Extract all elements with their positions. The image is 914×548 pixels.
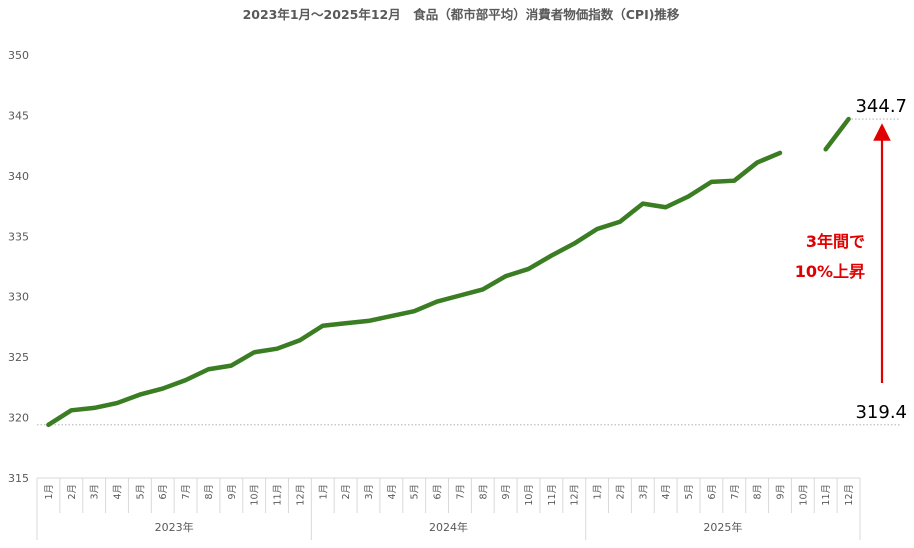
x-tick-label: 5月 <box>410 484 421 500</box>
x-tick-label: 6月 <box>158 484 169 500</box>
x-tick-label: 8月 <box>204 484 215 500</box>
x-tick-label: 8月 <box>753 484 764 500</box>
x-tick-label: 6月 <box>433 484 444 500</box>
x-tick-label: 10月 <box>798 484 809 506</box>
reference-value-label: 319.4 <box>855 402 907 423</box>
x-tick-label: 4月 <box>661 484 672 500</box>
x-tick-label: 3月 <box>364 484 375 500</box>
y-axis: 315 320 325 330 335 340 345 350 <box>8 49 29 485</box>
x-tick-label: 9月 <box>501 484 512 500</box>
x-tick-label: 2月 <box>341 484 352 500</box>
x-tick-label: 12月 <box>844 484 855 506</box>
y-tick-label: 350 <box>8 49 29 62</box>
x-axis: 1月 2月 3月 4月 5月 6月 7月 8月 9月 10月 11月 12月 1月 2月 3月 4月 5月 6月 7… <box>36 477 861 540</box>
series-line <box>46 150 783 428</box>
y-tick-label: 340 <box>8 170 29 183</box>
year-label: 2024年 <box>429 520 468 534</box>
x-tick-label: 4月 <box>113 484 124 500</box>
x-tick-label: 10月 <box>524 484 535 506</box>
x-tick-label: 3月 <box>638 484 649 500</box>
x-tick-label: 7月 <box>181 484 192 500</box>
x-tick-label: 8月 <box>478 484 489 500</box>
x-tick-label: 2月 <box>615 484 626 500</box>
annotation-line-1: 3年間で <box>806 232 865 251</box>
chart-title: 2023年1月～2025年12月 食品（都市部平均）消費者物価指数（CPI)推移 <box>243 7 680 22</box>
x-tick-label: 6月 <box>707 484 718 500</box>
x-tick-label: 1月 <box>318 484 329 500</box>
x-tick-label: 11月 <box>547 484 558 506</box>
y-tick-label: 320 <box>8 412 29 425</box>
x-tick-label: 11月 <box>821 484 832 506</box>
x-tick-label: 4月 <box>387 484 398 500</box>
x-tick-label: 3月 <box>90 484 101 500</box>
x-tick-label: 10月 <box>250 484 261 506</box>
x-tick-label: 7月 <box>455 484 466 500</box>
x-tick-label: 5月 <box>684 484 695 500</box>
series-line <box>823 116 851 152</box>
x-tick-label: 9月 <box>775 484 786 500</box>
y-tick-label: 330 <box>8 291 29 304</box>
x-tick-label: 7月 <box>730 484 741 500</box>
annotation-line-2: 10%上昇 <box>795 262 865 281</box>
y-tick-label: 325 <box>8 351 29 364</box>
year-label: 2025年 <box>703 520 742 534</box>
y-tick-label: 345 <box>8 109 29 122</box>
x-tick-label: 2月 <box>67 484 78 500</box>
year-label: 2023年 <box>155 520 194 534</box>
x-tick-label: 5月 <box>135 484 146 500</box>
reference-value-label: 344.7 <box>855 96 907 117</box>
y-tick-label: 335 <box>8 230 29 243</box>
x-tick-label: 11月 <box>273 484 284 506</box>
y-tick-label: 315 <box>8 472 29 485</box>
x-tick-label: 1月 <box>44 484 55 500</box>
growth-annotation: 3年間で 10%上昇 <box>795 123 891 383</box>
x-tick-label: 1月 <box>593 484 604 500</box>
reference-lines: 344.7 319.4 <box>37 96 907 426</box>
x-tick-label: 12月 <box>570 484 581 506</box>
x-tick-label: 12月 <box>295 484 306 506</box>
x-tick-label: 9月 <box>227 484 238 500</box>
plot-area <box>46 116 851 428</box>
